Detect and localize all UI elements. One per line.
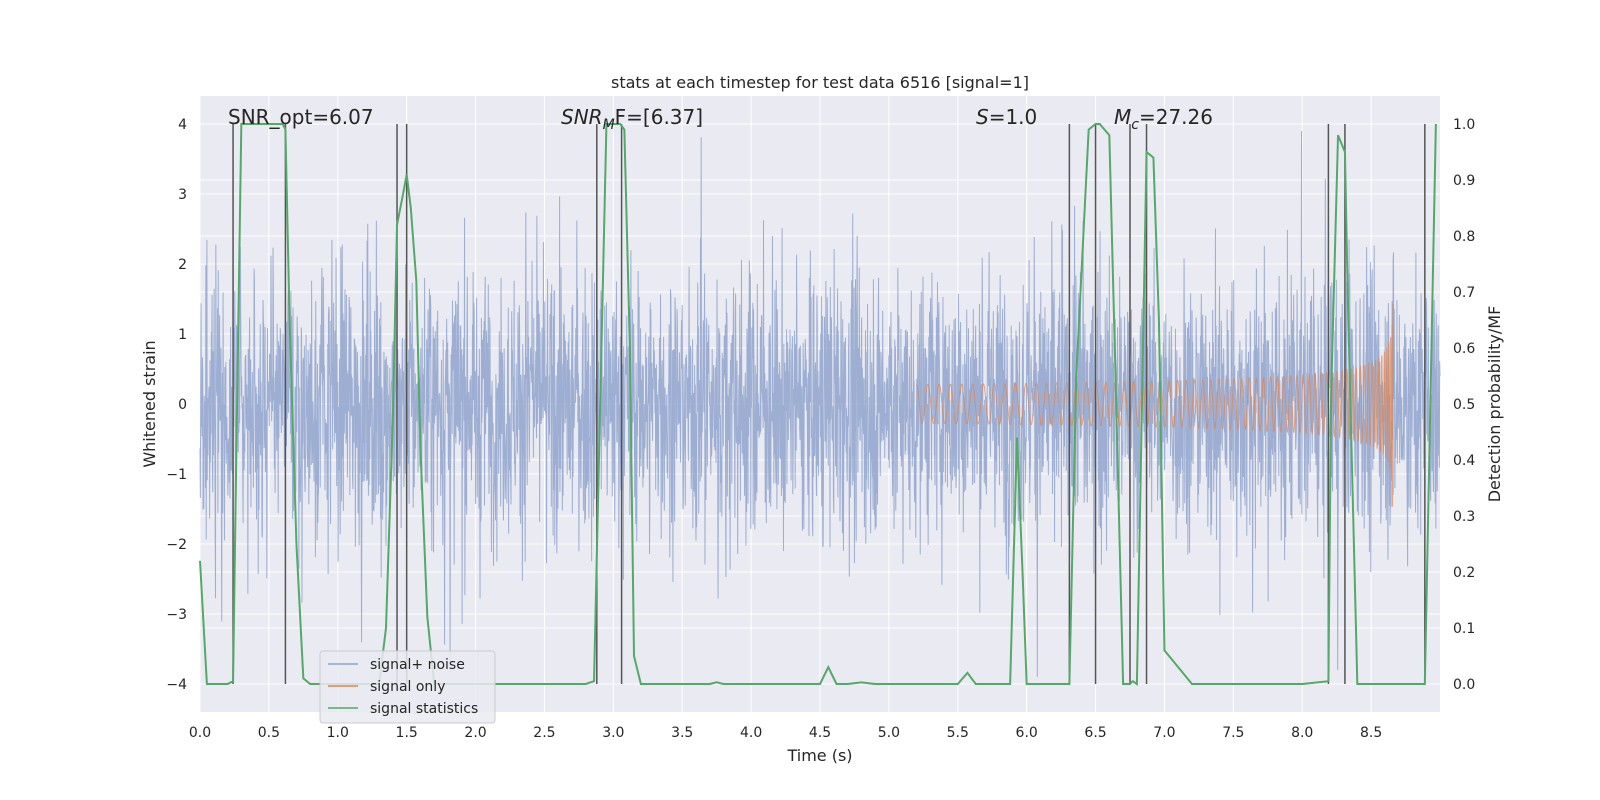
x-tick-label: 8.5 [1360,725,1382,741]
y-tick-label: 3 [178,187,187,203]
y2-tick-label: 0.1 [1453,621,1475,637]
signal-statistics-series [199,123,1437,686]
y-axis-label: Whitened strain [140,340,159,467]
y-tick-label: 1 [178,327,187,343]
y-tick-label: 2 [178,257,187,273]
chart-title: stats at each timestep for test data 651… [611,73,1029,92]
y-tick-label: 4 [178,117,187,133]
x-tick-label: 5.0 [878,725,900,741]
y-tick-label: −4 [166,677,187,693]
signal-statistics-line [199,123,1437,686]
signal-only-series [916,304,1394,507]
x-tick-label: 6.5 [1084,725,1106,741]
y-tick-label: −3 [166,607,187,623]
s-tail: =1.0 [989,105,1038,129]
mc-subscript: c [1131,117,1139,133]
snr-opt-annotation: SNR_opt=6.07 [228,105,374,129]
y2-tick-label: 0.2 [1453,565,1475,581]
s-main: S [976,105,989,129]
y2-tick-labels: 1.0 0.9 0.8 0.7 0.6 0.5 0.4 0.3 0.2 0.1 0.0 [1453,117,1475,693]
x-tick-label: 0.0 [189,725,211,741]
x-tick-label: 2.0 [464,725,486,741]
y-tick-label: −1 [166,467,187,483]
y2-tick-label: 0.9 [1453,173,1475,189]
y2-axis-label: Detection probability/MF [1485,306,1504,503]
y2-tick-label: 0.7 [1453,285,1475,301]
x-tick-label: 4.5 [809,725,831,741]
x-tick-label: 0.5 [258,725,280,741]
x-tick-label: 7.0 [1153,725,1175,741]
y-tick-label: 0 [178,397,187,413]
x-tick-label: 2.5 [533,725,555,741]
mc-annotation: Mc=27.26 [1114,105,1213,133]
snr-mf-annotation: SNRMF=[6.37] [561,105,703,133]
snr-mf-tail: F=[6.37] [615,105,703,129]
legend-label-signal-statistics: signal statistics [370,701,478,717]
x-tick-label: 1.5 [396,725,418,741]
y2-tick-label: 0.0 [1453,677,1475,693]
mc-main: M [1114,105,1131,129]
y2-tick-label: 0.4 [1453,453,1475,469]
x-tick-label: 6.0 [1016,725,1038,741]
mc-tail: =27.26 [1139,105,1213,129]
x-tick-label: 3.5 [671,725,693,741]
signal-only-line [916,304,1394,507]
x-tick-label: 1.0 [327,725,349,741]
s-annotation: S=1.0 [976,105,1037,129]
snr-mf-main: SNR [561,105,603,129]
y2-tick-label: 0.8 [1453,229,1475,245]
legend-label-signal-only: signal only [370,679,445,695]
x-tick-label: 4.0 [740,725,762,741]
vertical-markers [232,124,1426,684]
y2-tick-label: 0.5 [1453,397,1475,413]
y-tick-labels: 4 3 2 1 0 −1 −2 −3 −4 [166,117,187,693]
legend-box [319,650,496,724]
legend: signal+ noise signal only signal statist… [319,650,496,724]
legend-label-signal-noise: signal+ noise [370,657,465,673]
x-axis-label: Time (s) [786,746,852,765]
x-tick-label: 8.0 [1291,725,1313,741]
y2-tick-label: 1.0 [1453,117,1475,133]
x-tick-label: 7.5 [1222,725,1244,741]
x-tick-label: 5.5 [947,725,969,741]
x-tick-label: 3.0 [602,725,624,741]
y2-tick-label: 0.3 [1453,509,1475,525]
y-tick-label: −2 [166,537,187,553]
snr-mf-subscript: M [603,117,615,133]
x-tick-labels: 0.0 0.5 1.0 1.5 2.0 2.5 3.0 3.5 4.0 4.5 5.0 5.5 6.0 6… [189,725,1382,741]
y2-tick-label: 0.6 [1453,341,1475,357]
